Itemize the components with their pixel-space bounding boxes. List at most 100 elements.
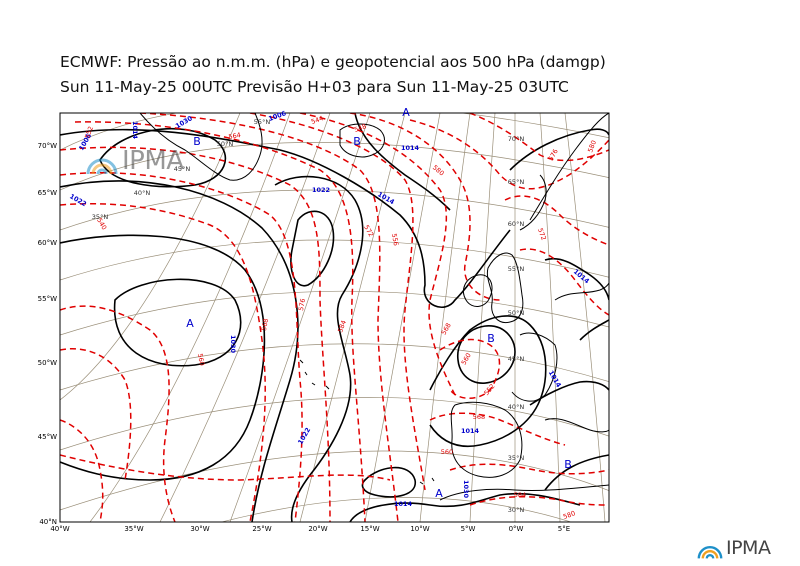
x-tick-label: 15°W xyxy=(360,525,379,533)
geopotential-line xyxy=(60,172,303,522)
isobar-label: 1014 xyxy=(394,500,413,508)
x-tick-label: 5°E xyxy=(558,525,570,533)
pressure-center-label: B xyxy=(193,135,201,148)
isobar-label: 1014 xyxy=(131,121,139,140)
geopotential-label: 580 xyxy=(562,509,576,521)
meridian-line xyxy=(539,113,561,522)
x-tick-label: 5°W xyxy=(461,525,476,533)
ipma-logo-text: IPMA xyxy=(122,146,184,176)
meridian-line xyxy=(159,113,331,522)
geopotential-line xyxy=(139,113,399,522)
y-tick-label: 60°W xyxy=(38,239,57,247)
geopotential-label: 560 xyxy=(441,448,453,456)
ipma-logo-text: IPMA xyxy=(726,537,771,559)
graticule-label: 35°N xyxy=(92,213,109,221)
geopotential-line xyxy=(504,195,609,246)
geopotential-line xyxy=(74,121,366,522)
geopotential-label: 576 xyxy=(297,298,307,312)
parallel-line xyxy=(60,189,609,231)
graticule-label: 55°N xyxy=(508,265,525,273)
graticule-label: 45°N xyxy=(174,165,191,173)
iceland-coast xyxy=(339,123,385,158)
geopotential-label: 568 xyxy=(260,318,270,332)
graticule-label: 30°N xyxy=(508,506,525,514)
geopotential-line xyxy=(429,412,566,446)
geopotential-line xyxy=(60,202,266,522)
isobar-line xyxy=(113,278,242,367)
island-coast xyxy=(419,477,435,485)
geopotential-lines xyxy=(60,113,609,522)
isobar-line xyxy=(544,454,609,491)
meridian-line xyxy=(229,113,371,522)
geopotential-label: 548 xyxy=(353,122,367,134)
ireland-coast xyxy=(463,274,493,307)
geopotential-label: 560 xyxy=(196,353,206,367)
graticule-label: 55°N xyxy=(254,118,271,126)
geopotential-line xyxy=(469,495,609,506)
isobar-line xyxy=(349,492,581,522)
geopotential-label: 572 xyxy=(536,227,548,241)
isobar-line xyxy=(60,128,511,309)
x-tick-label: 0°W xyxy=(509,525,524,533)
isobar-lines xyxy=(60,113,609,522)
parallel-line xyxy=(60,113,609,151)
graticule-label: 45°N xyxy=(508,355,525,363)
isobar-line xyxy=(354,113,451,211)
graticule-label: 35°N xyxy=(508,454,525,462)
geopotential-line xyxy=(469,113,609,162)
ipma-logo-icon xyxy=(86,158,118,175)
meridian-line xyxy=(564,113,606,522)
geopotential-line xyxy=(60,454,391,481)
geopotential-line xyxy=(60,419,104,522)
graticule-label: 70°N xyxy=(508,135,525,143)
isobar-line xyxy=(60,180,299,522)
graticule-label: 40°N xyxy=(508,403,525,411)
pressure-center-label: A xyxy=(435,487,443,500)
parallel-line xyxy=(60,142,609,191)
pressure-center-label: B xyxy=(353,135,361,148)
geopotential-line xyxy=(439,338,501,399)
meridian-line xyxy=(419,113,471,522)
mediterranean-coast xyxy=(544,418,609,433)
geopotential-label: 544 xyxy=(310,114,324,126)
chart-title-line-2: Sun 11-May-25 00UTC Previsão H+03 para S… xyxy=(60,78,569,96)
y-tick-label: 40°N xyxy=(39,518,57,526)
meridian-line xyxy=(364,113,441,522)
scandinavia-coast xyxy=(519,174,547,231)
isobar-line xyxy=(60,234,266,481)
isobar-line xyxy=(429,315,547,447)
isobar-line xyxy=(579,319,609,341)
britain-coast xyxy=(486,252,524,324)
island-coast xyxy=(299,359,330,390)
europe-coast xyxy=(554,282,609,301)
isobar-label: 1014 xyxy=(461,427,480,435)
geopotential-label: 584 xyxy=(514,491,526,499)
isobar-label: 1014 xyxy=(401,144,420,152)
isobar-line xyxy=(457,325,516,384)
y-tick-label: 50°W xyxy=(38,359,57,367)
geopotential-label: 564 xyxy=(228,131,242,141)
parallel-line xyxy=(60,343,609,391)
y-tick-label: 45°W xyxy=(38,433,57,441)
parallel-line xyxy=(220,497,572,522)
geopotential-label: 580 xyxy=(586,139,598,153)
graticule-label: 40°N xyxy=(134,189,151,197)
x-tick-label: 25°W xyxy=(252,525,271,533)
scandinavia-coast xyxy=(529,113,609,221)
geopotential-label: 552 xyxy=(83,125,95,139)
ipma-logo-watermark: IPMA xyxy=(82,146,184,176)
geopotential-line xyxy=(409,119,609,190)
x-tick-label: 10°W xyxy=(410,525,429,533)
pressure-center-label: B xyxy=(564,458,572,471)
graticule-label: 60°N xyxy=(508,220,525,228)
geopotential-line xyxy=(299,113,456,396)
pressure-center-label: B xyxy=(487,332,495,345)
isobar-line xyxy=(509,128,609,171)
x-tick-label: 40°W xyxy=(50,525,69,533)
geopotential-line xyxy=(519,248,609,316)
geopotential-label: 584 xyxy=(336,319,348,333)
isobar-label: 1022 xyxy=(312,186,330,194)
geopotential-line xyxy=(60,348,132,481)
parallel-line xyxy=(60,239,609,281)
geopotential-line xyxy=(60,146,331,522)
